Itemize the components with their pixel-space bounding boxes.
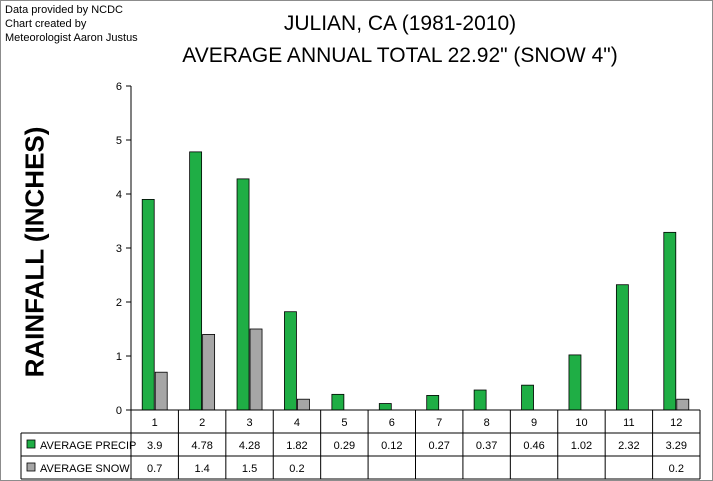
snow-bar bbox=[202, 333, 216, 411]
x-category-label: 3 bbox=[246, 417, 252, 429]
x-category-label: 2 bbox=[199, 417, 205, 429]
precip-bar bbox=[236, 178, 250, 411]
x-category-label: 10 bbox=[575, 417, 587, 429]
precip-bar bbox=[663, 231, 677, 411]
table-value-cell: 4.78 bbox=[191, 440, 212, 452]
precip-bar bbox=[568, 354, 582, 411]
x-category-label: 11 bbox=[623, 417, 634, 429]
table-value-cell: 3.29 bbox=[666, 440, 687, 452]
precip-bar bbox=[331, 393, 345, 411]
x-category-label: 8 bbox=[484, 417, 490, 429]
y-tick-label: 4 bbox=[116, 189, 122, 201]
x-category-label: 6 bbox=[389, 417, 395, 429]
y-tick-label: 0 bbox=[116, 405, 122, 417]
precip-bar bbox=[426, 395, 440, 411]
precip-bar bbox=[141, 198, 155, 411]
table-value-cell: 1.4 bbox=[194, 463, 209, 475]
table-value-cell: 0.46 bbox=[523, 440, 544, 452]
table-value-cell: 1.02 bbox=[571, 440, 592, 452]
chart-title: JULIAN, CA (1981-2010) bbox=[283, 12, 517, 35]
x-category-label: 4 bbox=[294, 417, 300, 429]
precip-bar bbox=[378, 403, 392, 411]
table-value-cell: 0.37 bbox=[476, 440, 497, 452]
legend-swatch bbox=[26, 439, 36, 449]
precip-bar bbox=[284, 311, 297, 411]
legend-series-name: AVERAGE SNOW bbox=[40, 463, 130, 475]
precip-bar bbox=[521, 384, 534, 411]
credit-line-1: Data provided by NCDC bbox=[5, 4, 123, 16]
table-value-cell: 0.7 bbox=[147, 463, 162, 475]
y-tick-label: 1 bbox=[116, 351, 122, 363]
legend-series-name: AVERAGE PRECIP bbox=[40, 440, 136, 452]
table-value-cell: 0.29 bbox=[334, 440, 355, 452]
table-value-cell: 4.28 bbox=[239, 440, 260, 452]
y-tick-label: 5 bbox=[116, 135, 122, 147]
precip-bar bbox=[189, 151, 203, 411]
x-category-label: 5 bbox=[341, 417, 347, 429]
table-value-cell: 0.12 bbox=[381, 440, 402, 452]
table-value-cell: 1.5 bbox=[242, 463, 257, 475]
credit-line-3: Meteorologist Aaron Justus bbox=[5, 32, 138, 44]
table-value-cell: 3.9 bbox=[147, 440, 162, 452]
x-category-label: 9 bbox=[531, 417, 537, 429]
table-value-cell: 1.82 bbox=[286, 440, 307, 452]
precip-bar bbox=[473, 389, 487, 411]
snow-bar bbox=[154, 371, 168, 411]
chart-subtitle: AVERAGE ANNUAL TOTAL 22.92" (SNOW 4") bbox=[182, 44, 618, 67]
y-tick-label: 6 bbox=[116, 81, 122, 93]
credit-line-2: Chart created by bbox=[5, 18, 87, 30]
table-value-cell: 0.27 bbox=[428, 440, 449, 452]
table-value-cell: 0.2 bbox=[289, 463, 304, 475]
x-category-label: 1 bbox=[152, 417, 158, 429]
x-category-label: 12 bbox=[670, 417, 682, 429]
y-tick-label: 3 bbox=[116, 243, 122, 255]
x-category-label: 7 bbox=[436, 417, 442, 429]
snow-bar bbox=[249, 328, 263, 411]
table-value-cell: 2.32 bbox=[618, 440, 639, 452]
table-value-cell: 0.2 bbox=[669, 463, 684, 475]
precip-bar bbox=[615, 284, 629, 411]
snow-bar bbox=[297, 398, 310, 411]
legend-swatch bbox=[26, 462, 36, 472]
snow-bar bbox=[676, 398, 690, 411]
y-tick-label: 2 bbox=[116, 297, 122, 309]
